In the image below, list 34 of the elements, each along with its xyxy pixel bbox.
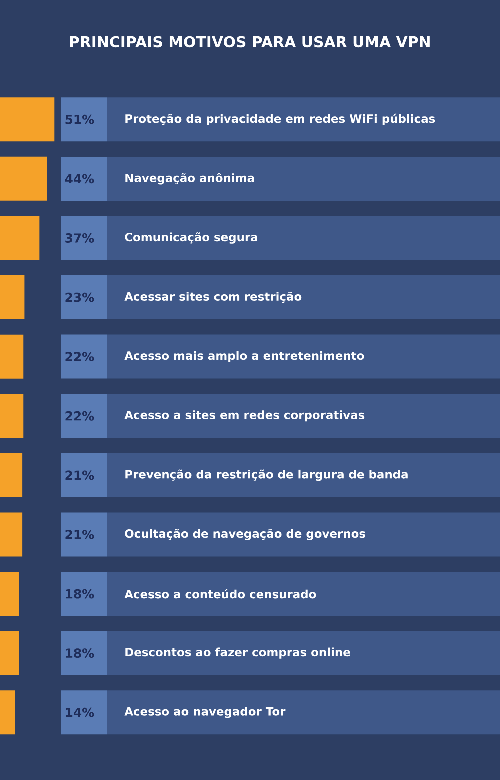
data-label: 22% xyxy=(66,411,94,421)
bar xyxy=(0,156,48,201)
y-tick-label: Proteção da privacidade em redes WiFi públicas xyxy=(126,114,436,126)
bar xyxy=(0,276,25,320)
data-label: 21% xyxy=(66,470,94,480)
bar xyxy=(0,512,23,557)
data-label: 22% xyxy=(66,352,94,362)
bar xyxy=(0,334,24,379)
bar xyxy=(0,631,20,676)
bar xyxy=(0,690,16,735)
y-tick-label: Acessar sites com restrição xyxy=(124,292,302,304)
y-tick-label: Acesso a conteúdo censurado xyxy=(124,589,316,599)
y-tick-label: Comunicação segura xyxy=(125,232,258,244)
bar xyxy=(0,216,40,260)
bar xyxy=(0,394,24,438)
bar xyxy=(0,572,20,616)
data-label: 18% xyxy=(66,648,94,658)
data-label: 44% xyxy=(65,174,94,184)
data-label: 18% xyxy=(66,589,94,599)
data-label: 14% xyxy=(66,708,94,718)
bar xyxy=(0,98,55,142)
data-label: 23% xyxy=(66,292,94,302)
y-tick-label: Acesso mais amplo a entretenimento xyxy=(124,351,364,362)
bar xyxy=(0,453,23,498)
y-tick-label: Acesso ao navegador Tor xyxy=(124,707,286,718)
data-label: 21% xyxy=(66,530,94,540)
y-tick-label: Ocultação de navegação de governos xyxy=(125,529,366,540)
data-label: 37% xyxy=(66,234,94,243)
y-tick-label: Descontos ao fazer compras online xyxy=(126,648,350,659)
data-label: 51% xyxy=(66,114,94,124)
y-tick-label: Navegação anônima xyxy=(126,173,254,185)
text: PRINCIPAIS MOTIVOS PARA USAR UMA VPN xyxy=(70,36,430,48)
y-tick-label: Acesso a sites em redes corporativas xyxy=(124,410,365,422)
y-tick-label: Prevenção da restrição de largura de banda xyxy=(126,470,408,482)
